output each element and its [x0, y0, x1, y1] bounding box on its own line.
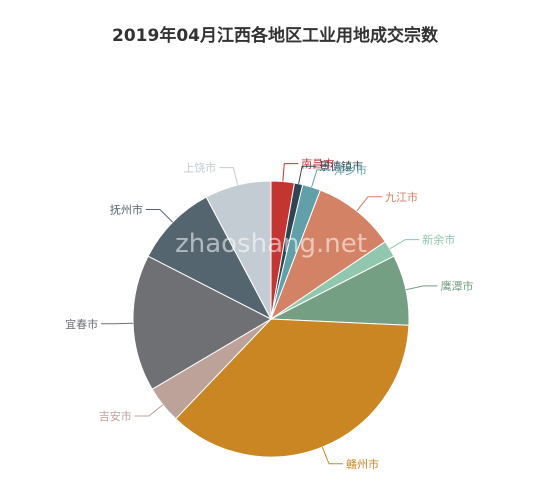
label-line-3: [356, 196, 382, 212]
slice-label-9: 抚州市: [110, 203, 143, 217]
label-line-2: [311, 169, 331, 188]
slice-label-0: 南昌市: [301, 157, 334, 171]
label-line-5: [405, 285, 438, 291]
pie-slice-9[interactable]: [147, 196, 273, 321]
label-line-9: [145, 209, 174, 223]
label-line-10: [219, 167, 239, 186]
pie-slice-8[interactable]: [132, 255, 273, 390]
pie-slice-6[interactable]: [174, 318, 410, 458]
label-line-6: [321, 446, 343, 465]
label-line-7: [134, 404, 164, 417]
slice-label-7: 吉安市: [99, 409, 132, 423]
label-line-4: [389, 239, 420, 250]
slice-label-10: 上饶市: [183, 161, 216, 175]
label-line-8: [101, 322, 134, 325]
pie-slice-10[interactable]: [205, 180, 272, 320]
label-line-0: [282, 163, 299, 182]
slice-label-8: 宜春市: [65, 317, 98, 331]
slice-label-6: 赣州市: [346, 457, 379, 471]
slice-label-2: 萍乡市: [334, 163, 367, 177]
pie-slice-3[interactable]: [269, 189, 386, 321]
slice-label-5: 鹰潭市: [441, 279, 474, 293]
chart-title: 2019年04月江西各地区工业用地成交宗数: [112, 26, 438, 46]
watermark: zhaoshang.net: [175, 229, 367, 259]
slice-label-3: 九江市: [385, 190, 418, 204]
slice-label-4: 新余市: [422, 233, 455, 247]
label-line-1: [298, 165, 317, 184]
